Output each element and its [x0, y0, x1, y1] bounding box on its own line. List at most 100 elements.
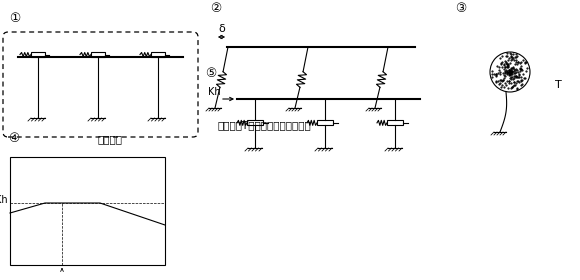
Point: [496, 78, 505, 82]
Point: [497, 64, 506, 69]
Point: [520, 60, 530, 65]
Point: [503, 58, 513, 62]
Point: [493, 64, 502, 68]
Point: [503, 86, 512, 90]
Point: [502, 64, 511, 68]
Point: [514, 60, 523, 64]
Point: [504, 68, 513, 72]
Point: [504, 78, 513, 83]
Point: [510, 67, 519, 72]
Point: [501, 68, 510, 73]
Point: [521, 59, 530, 64]
Point: [516, 64, 525, 69]
Point: [496, 61, 506, 66]
Point: [491, 72, 501, 76]
Point: [499, 85, 509, 89]
Point: [505, 68, 514, 73]
Bar: [151, 52, 165, 57]
Point: [496, 62, 506, 67]
Point: [512, 81, 521, 85]
Point: [506, 70, 516, 74]
Point: [508, 85, 517, 90]
Point: [505, 70, 514, 74]
Point: [506, 69, 516, 74]
Point: [512, 87, 521, 91]
Point: [505, 56, 514, 60]
Point: [506, 77, 516, 81]
Point: [512, 67, 521, 72]
Point: [506, 74, 516, 79]
Point: [511, 70, 520, 75]
Point: [520, 76, 529, 80]
Point: [487, 72, 496, 76]
Point: [503, 51, 512, 56]
Point: [505, 70, 514, 75]
Bar: [31, 52, 45, 57]
Point: [496, 78, 505, 82]
Point: [518, 57, 527, 62]
Point: [516, 67, 525, 71]
Point: [494, 65, 503, 69]
Point: [516, 61, 525, 66]
Point: [510, 79, 519, 84]
Point: [503, 62, 512, 66]
Point: [503, 62, 513, 66]
Point: [507, 67, 516, 71]
Point: [513, 75, 523, 80]
Point: [509, 69, 519, 73]
Point: [507, 70, 516, 75]
Point: [509, 66, 518, 70]
Point: [505, 70, 514, 74]
Point: [507, 70, 516, 74]
Point: [516, 83, 525, 87]
Text: 振動単位: 振動単位: [98, 134, 123, 144]
Text: Kh: Kh: [0, 195, 8, 205]
Point: [505, 73, 514, 77]
Point: [499, 72, 508, 77]
Point: [512, 86, 521, 90]
Point: [506, 76, 515, 80]
Point: [502, 83, 511, 87]
Point: [516, 79, 525, 83]
Point: [504, 68, 513, 72]
Point: [491, 73, 501, 77]
Point: [497, 83, 506, 87]
Point: [494, 79, 503, 84]
Point: [512, 74, 521, 79]
Point: [495, 81, 504, 86]
Point: [505, 71, 514, 75]
Point: [504, 71, 513, 75]
Point: [509, 80, 519, 84]
Point: [503, 79, 512, 84]
Point: [502, 53, 512, 58]
Point: [503, 64, 513, 68]
Point: [495, 55, 505, 60]
Point: [507, 69, 516, 74]
Point: [514, 79, 523, 84]
Text: ④: ④: [8, 132, 19, 145]
Point: [513, 69, 523, 74]
Point: [510, 73, 520, 78]
Point: [504, 81, 513, 85]
Point: [517, 68, 526, 72]
Point: [514, 72, 524, 76]
Point: [519, 72, 528, 77]
Point: [499, 63, 509, 67]
Point: [502, 71, 512, 75]
Point: [517, 81, 527, 86]
Point: [512, 75, 521, 79]
Text: 固有周期Tで振動するとみなす。: 固有周期Tで振動するとみなす。: [218, 120, 312, 130]
Point: [506, 58, 515, 62]
Point: [512, 62, 521, 66]
Point: [501, 65, 510, 69]
Point: [502, 64, 511, 69]
Point: [499, 77, 508, 82]
Point: [513, 60, 523, 64]
Point: [498, 53, 507, 58]
Point: [502, 69, 512, 73]
Point: [510, 83, 520, 87]
Point: [512, 74, 521, 78]
Bar: [317, 120, 333, 125]
Point: [502, 69, 512, 74]
Point: [499, 62, 509, 67]
